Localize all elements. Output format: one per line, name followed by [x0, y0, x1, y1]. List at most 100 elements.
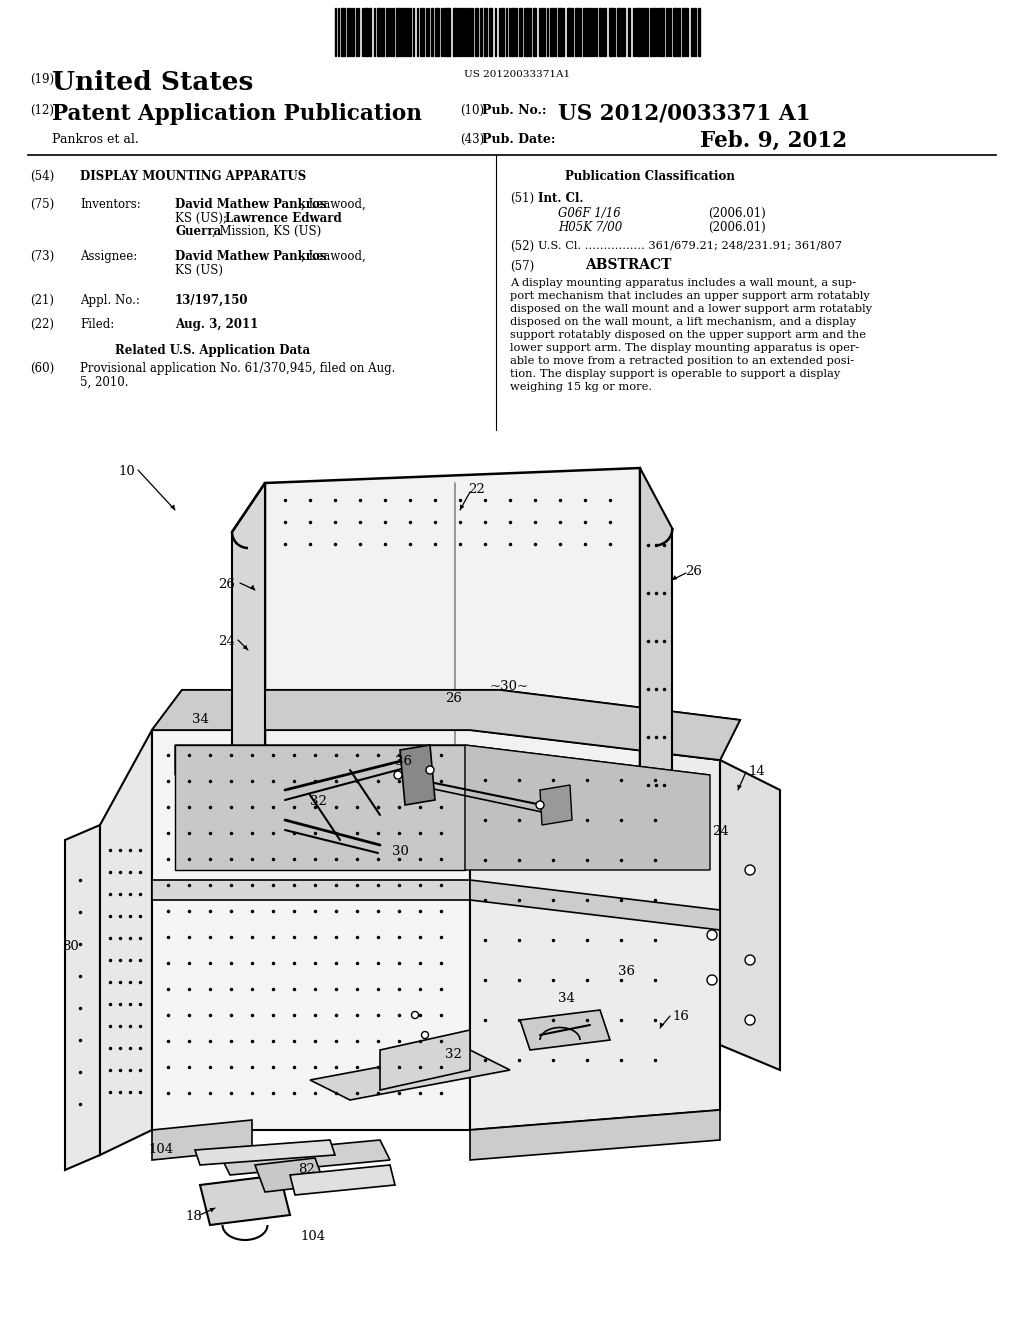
- Text: David Mathew Pankros: David Mathew Pankros: [175, 249, 327, 263]
- Bar: [617, 8, 621, 55]
- Text: (2006.01): (2006.01): [708, 207, 766, 220]
- Text: (60): (60): [30, 362, 54, 375]
- Text: weighing 15 kg or more.: weighing 15 kg or more.: [510, 381, 652, 392]
- Bar: [422, 8, 424, 55]
- Bar: [567, 8, 571, 55]
- Bar: [637, 8, 641, 55]
- Polygon shape: [170, 504, 175, 510]
- Text: (52): (52): [510, 240, 535, 253]
- Text: 82: 82: [298, 1163, 314, 1176]
- Bar: [515, 8, 517, 55]
- Text: (22): (22): [30, 318, 54, 331]
- Bar: [698, 8, 700, 55]
- Text: G06F 1/16: G06F 1/16: [558, 207, 621, 220]
- Polygon shape: [250, 585, 255, 590]
- Bar: [377, 8, 381, 55]
- Polygon shape: [265, 469, 640, 840]
- Polygon shape: [152, 690, 500, 730]
- Bar: [653, 8, 655, 55]
- Text: Aug. 3, 2011: Aug. 3, 2011: [175, 318, 258, 331]
- Text: David Mathew Pankros: David Mathew Pankros: [175, 198, 327, 211]
- Polygon shape: [470, 880, 720, 931]
- Text: 34: 34: [558, 993, 574, 1005]
- Bar: [511, 8, 514, 55]
- Text: Guerra: Guerra: [175, 224, 221, 238]
- Text: Pub. Date:: Pub. Date:: [482, 133, 555, 147]
- Text: (51): (51): [510, 191, 535, 205]
- Bar: [341, 8, 345, 55]
- Text: 24: 24: [712, 825, 729, 838]
- Bar: [489, 8, 492, 55]
- Polygon shape: [243, 644, 248, 649]
- Text: 10: 10: [118, 465, 135, 478]
- Bar: [364, 8, 368, 55]
- Circle shape: [422, 1031, 428, 1039]
- Text: Pub. No.:: Pub. No.:: [482, 104, 547, 117]
- Text: (10): (10): [460, 104, 484, 117]
- Bar: [457, 8, 460, 55]
- Polygon shape: [659, 1023, 665, 1028]
- Text: (12): (12): [30, 104, 54, 117]
- Text: 13/197,150: 13/197,150: [175, 294, 249, 308]
- Bar: [400, 8, 402, 55]
- Polygon shape: [310, 1049, 510, 1100]
- Text: port mechanism that includes an upper support arm rotatably: port mechanism that includes an upper su…: [510, 290, 869, 301]
- Bar: [678, 8, 680, 55]
- Text: Provisional application No. 61/370,945, filed on Aug.: Provisional application No. 61/370,945, …: [80, 362, 395, 375]
- Text: Feb. 9, 2012: Feb. 9, 2012: [700, 129, 847, 152]
- Polygon shape: [152, 880, 470, 900]
- Polygon shape: [470, 690, 740, 760]
- Circle shape: [536, 801, 544, 809]
- Polygon shape: [737, 784, 742, 789]
- Text: Int. Cl.: Int. Cl.: [538, 191, 584, 205]
- Text: Filed:: Filed:: [80, 318, 115, 331]
- Bar: [453, 8, 456, 55]
- Text: 36: 36: [395, 755, 412, 768]
- Text: 14: 14: [748, 766, 765, 777]
- Polygon shape: [152, 690, 740, 760]
- Bar: [409, 8, 411, 55]
- Bar: [347, 8, 349, 55]
- Circle shape: [426, 766, 434, 774]
- Bar: [588, 8, 591, 55]
- Polygon shape: [220, 1140, 390, 1175]
- Bar: [475, 8, 478, 55]
- Text: , Leawood,: , Leawood,: [301, 198, 366, 211]
- Text: 22: 22: [468, 483, 484, 496]
- Bar: [541, 8, 543, 55]
- Polygon shape: [465, 744, 710, 870]
- Bar: [534, 8, 536, 55]
- Text: 32: 32: [445, 1048, 462, 1061]
- Text: Patent Application Publication: Patent Application Publication: [52, 103, 422, 125]
- Text: lower support arm. The display mounting apparatus is oper-: lower support arm. The display mounting …: [510, 343, 859, 352]
- Text: (54): (54): [30, 170, 54, 183]
- Text: 34: 34: [193, 713, 209, 726]
- Polygon shape: [540, 785, 572, 825]
- Polygon shape: [152, 730, 470, 1130]
- Text: ABSTRACT: ABSTRACT: [585, 257, 672, 272]
- Bar: [554, 8, 556, 55]
- Bar: [463, 8, 465, 55]
- Text: support rotatably disposed on the upper support arm and the: support rotatably disposed on the upper …: [510, 330, 866, 341]
- Text: 30: 30: [392, 845, 409, 858]
- Bar: [431, 8, 433, 55]
- Polygon shape: [175, 744, 465, 870]
- Text: 104: 104: [300, 1230, 326, 1243]
- Bar: [609, 8, 613, 55]
- Text: Assignee:: Assignee:: [80, 249, 137, 263]
- Text: 5, 2010.: 5, 2010.: [80, 375, 128, 388]
- Text: US 20120033371A1: US 20120033371A1: [465, 70, 570, 79]
- Bar: [382, 8, 384, 55]
- Polygon shape: [255, 1158, 325, 1192]
- Text: 36: 36: [618, 965, 635, 978]
- Text: H05K 7/00: H05K 7/00: [558, 220, 623, 234]
- Text: disposed on the wall mount and a lower support arm rotatably: disposed on the wall mount and a lower s…: [510, 304, 872, 314]
- Text: KS (US): KS (US): [175, 264, 223, 276]
- Bar: [579, 8, 581, 55]
- Bar: [622, 8, 625, 55]
- Text: 26: 26: [445, 692, 462, 705]
- Polygon shape: [640, 469, 672, 862]
- Polygon shape: [520, 1010, 610, 1049]
- Bar: [642, 8, 644, 55]
- Text: (43): (43): [460, 133, 484, 147]
